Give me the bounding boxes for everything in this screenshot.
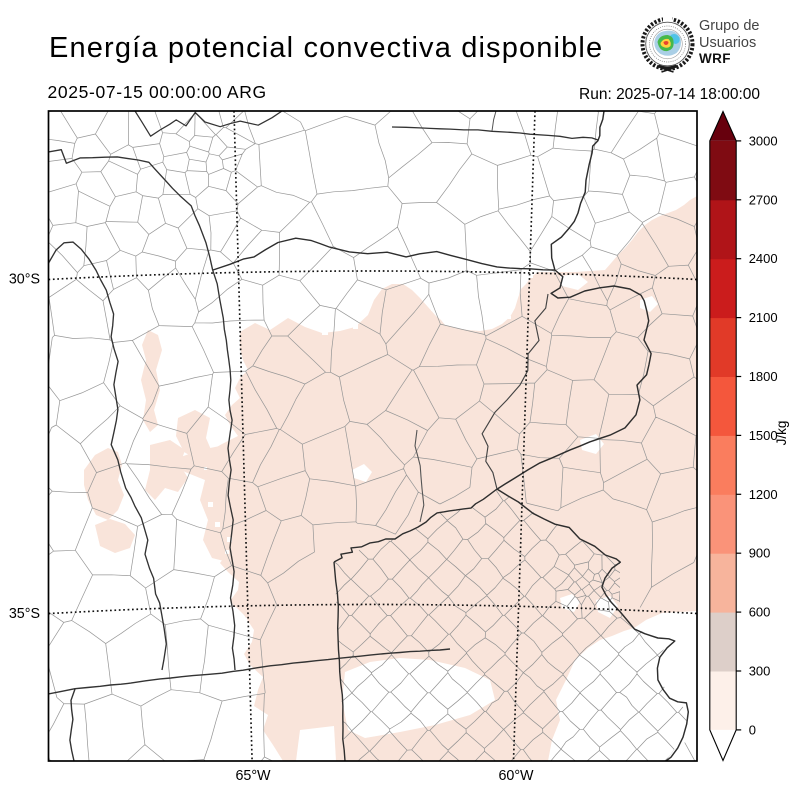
svg-text:600: 600 [749,605,771,620]
svg-text:35°S: 35°S [9,606,40,622]
svg-text:900: 900 [749,546,771,561]
svg-text:Usuarios: Usuarios [699,35,756,51]
svg-text:2400: 2400 [749,251,778,266]
svg-text:J/kg: J/kg [774,421,789,446]
svg-text:30°S: 30°S [9,272,40,288]
svg-text:Run: 2025-07-14 18:00:00: Run: 2025-07-14 18:00:00 [579,86,760,103]
svg-text:1800: 1800 [749,369,778,384]
svg-text:1200: 1200 [749,487,778,502]
svg-text:65°W: 65°W [235,768,271,784]
svg-text:Grupo de: Grupo de [699,18,759,34]
svg-text:2025-07-15 00:00:00 ARG: 2025-07-15 00:00:00 ARG [48,82,267,102]
svg-text:3000: 3000 [749,133,778,148]
svg-text:2100: 2100 [749,310,778,325]
svg-text:60°W: 60°W [498,768,534,784]
svg-text:300: 300 [749,664,771,679]
svg-text:WRF: WRF [699,51,731,66]
svg-text:Energía potencial convectiva d: Energía potencial convectiva disponible [49,32,603,64]
svg-text:0: 0 [749,722,756,737]
svg-text:1500: 1500 [749,428,778,443]
svg-text:2700: 2700 [749,192,778,207]
